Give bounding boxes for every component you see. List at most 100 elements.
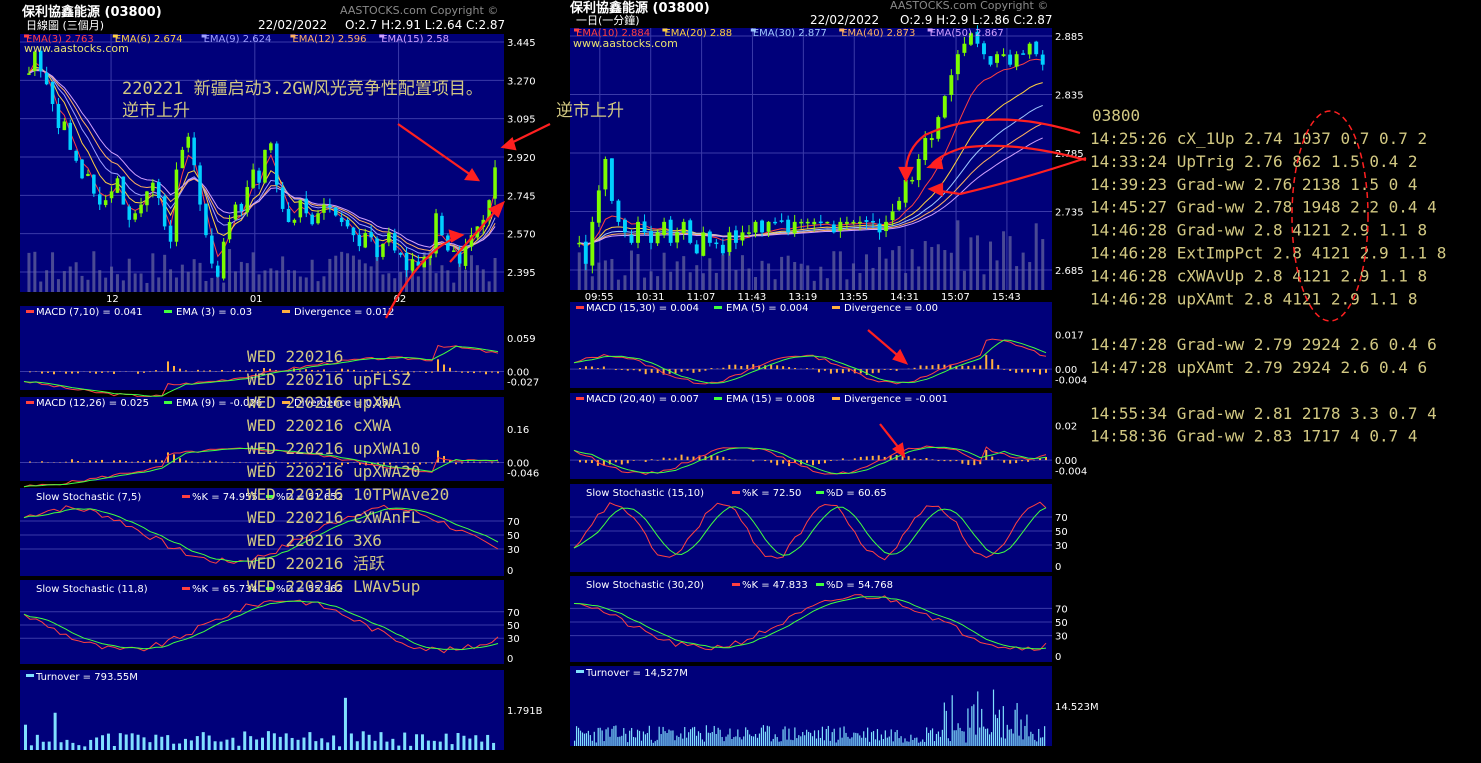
macd-line xyxy=(23,447,499,488)
turnover-bar xyxy=(837,739,839,746)
volume-bar xyxy=(446,270,450,292)
turnover-bar xyxy=(456,733,460,750)
candle xyxy=(949,75,954,95)
candle xyxy=(80,159,84,179)
y-tick-label: 70 xyxy=(507,517,520,528)
turnover-bar xyxy=(906,741,908,746)
candle xyxy=(463,246,468,266)
turnover-bar xyxy=(579,730,582,746)
turnover-bar xyxy=(780,741,782,746)
volume-bar xyxy=(714,272,718,290)
turnover-bar xyxy=(719,729,721,746)
turnover-bar xyxy=(1032,733,1034,746)
stoch-d-label: %D = 55.962 xyxy=(276,584,343,595)
wed-signal-item: WED 220216 upXWA20 xyxy=(247,462,420,481)
turnover-bar xyxy=(823,740,825,746)
candle xyxy=(109,191,114,199)
volume-bar xyxy=(904,273,908,290)
volume-bar xyxy=(133,273,137,292)
macd-label: MACD (7,10) = 0.041 xyxy=(36,307,143,318)
turnover-bar xyxy=(338,746,342,750)
candle xyxy=(701,232,706,256)
volume-bar xyxy=(597,262,601,290)
candle xyxy=(440,215,444,236)
turnover-bar xyxy=(776,737,778,746)
candle xyxy=(86,173,90,176)
ema-legend-label: EMA(3) 2.763 xyxy=(26,34,94,45)
turnover-bar xyxy=(701,739,704,746)
macd-label: MACD (15,30) = 0.004 xyxy=(586,303,699,314)
turnover-bar xyxy=(751,736,753,746)
stoch-d-line xyxy=(23,507,499,563)
volume-bar xyxy=(675,261,679,290)
counter-trend-label-right: 逆市上升 xyxy=(556,101,624,121)
x-tick-label: 02 xyxy=(394,294,407,305)
turnover-bar xyxy=(990,732,993,746)
candle xyxy=(642,221,647,233)
turnover-bar xyxy=(95,737,99,750)
turnover-bar xyxy=(890,729,892,746)
trade-log-line: 14:47:28 upXAmt 2.79 2924 2.6 0.4 6 xyxy=(1090,358,1427,377)
turnover-bar xyxy=(672,730,674,746)
candle xyxy=(457,250,462,264)
right-ohlc: O:2.9 H:2.9 L:2.86 C:2.87 xyxy=(900,13,1053,27)
volume-bar xyxy=(216,269,220,292)
turnover-bar xyxy=(650,739,652,746)
turnover-bar xyxy=(587,730,589,746)
y-tick-label: 30 xyxy=(1055,632,1068,643)
turnover-bar xyxy=(468,738,472,750)
turnover-bar xyxy=(867,727,869,746)
turnover-bar xyxy=(953,730,955,746)
right-price-panel xyxy=(570,28,1052,290)
legend-swatch xyxy=(26,401,34,404)
candle xyxy=(923,138,928,161)
volume-bar xyxy=(845,279,849,290)
turnover-bar xyxy=(486,734,490,750)
turnover-bar xyxy=(225,739,229,750)
volume-bar xyxy=(975,235,979,290)
turnover-bar xyxy=(1034,739,1036,746)
turnover-bar xyxy=(462,735,466,750)
volume-bar xyxy=(316,281,320,292)
turnover-bar xyxy=(965,742,967,746)
candle xyxy=(707,231,712,243)
volume-bar xyxy=(982,274,986,290)
turnover-bar xyxy=(941,729,943,746)
volume-bar xyxy=(636,254,640,290)
candle xyxy=(760,220,764,233)
turnover-bar xyxy=(654,741,656,746)
turnover-bar xyxy=(857,733,859,746)
turnover-bar xyxy=(926,727,928,746)
volume-bar xyxy=(481,269,485,292)
turnover-bar xyxy=(741,739,743,746)
candle xyxy=(68,122,73,150)
candle xyxy=(339,217,344,223)
ema-legend-label: EMA(20) 2.88 xyxy=(664,28,732,39)
turnover-bar xyxy=(766,725,768,746)
legend-swatch xyxy=(282,401,290,404)
stoch-d-label: %D = 54.768 xyxy=(826,580,893,591)
volume-bar xyxy=(33,251,37,292)
turnover-bar xyxy=(737,729,739,746)
ema-legend-swatch xyxy=(574,28,579,32)
turnover-bar xyxy=(790,739,792,746)
stoch-k-label: %K = 65.734 xyxy=(192,584,258,595)
turnover-bar xyxy=(609,736,611,746)
volume-bar xyxy=(643,277,647,290)
turnover-bar xyxy=(988,734,991,746)
candle xyxy=(280,187,285,209)
y-tick-label: 50 xyxy=(1055,618,1068,629)
volume-bar xyxy=(819,266,823,290)
candle xyxy=(62,121,67,131)
turnover-bar xyxy=(680,733,682,746)
candle xyxy=(198,165,202,205)
turnover-bar xyxy=(695,735,698,746)
counter-trend-label: 逆市上升 xyxy=(122,101,190,121)
y-tick-label: 14.523M xyxy=(1055,702,1099,713)
volume-bar xyxy=(910,249,914,290)
stoch-k-label: %K = 47.833 xyxy=(742,580,808,591)
candle xyxy=(404,252,409,271)
candle xyxy=(792,221,797,234)
turnover-bar xyxy=(971,706,973,746)
